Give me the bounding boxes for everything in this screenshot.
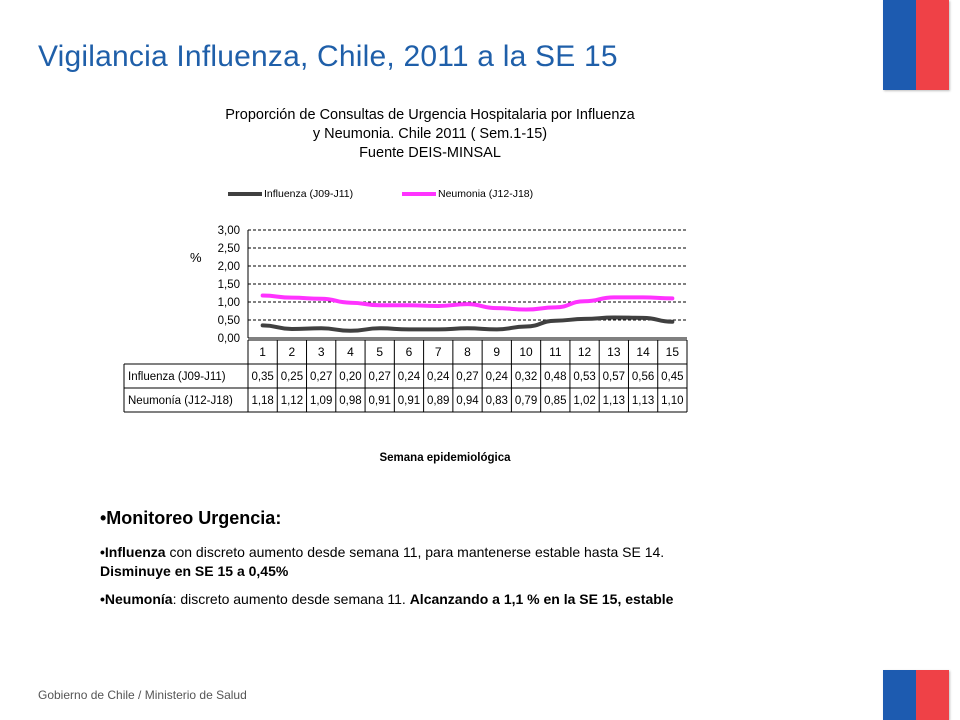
y-tick-label: 0,00 xyxy=(218,333,240,345)
x-axis-title: Semana epidemiológica xyxy=(379,452,511,464)
legend-label-influenza: Influenza (J09-J11) xyxy=(264,188,354,200)
data-label: 1,18 xyxy=(251,395,273,407)
y-axis-label: % xyxy=(190,250,202,265)
bullet-neumonia-conclusion: Alcanzando a 1,1 % en la SE 15, estable xyxy=(409,591,674,607)
data-label: 0,91 xyxy=(369,395,391,407)
chile-flag-logo-bottom xyxy=(883,670,949,720)
data-label: 0,24 xyxy=(486,371,509,383)
chart-title-line-3: Fuente DEIS-MINSAL xyxy=(359,145,501,161)
bullet-influenza-term: •Influenza xyxy=(100,544,166,560)
x-tick-label: 7 xyxy=(435,345,442,359)
data-label: 1,13 xyxy=(632,395,654,407)
bullet-neumonia: •Neumonía: discreto aumento desde semana… xyxy=(100,590,890,609)
data-label: 0,94 xyxy=(456,395,479,407)
data-label: 0,35 xyxy=(251,371,273,383)
data-label: 0,27 xyxy=(456,371,478,383)
data-label: 0,79 xyxy=(515,395,537,407)
bullet-influenza-conclusion: Disminuye en SE 15 a 0,45% xyxy=(100,563,289,579)
x-tick-label: 15 xyxy=(666,345,680,359)
chile-flag-logo-top xyxy=(883,0,949,90)
series-line-neumonia xyxy=(260,293,675,312)
data-label: 0,27 xyxy=(369,371,391,383)
data-label: 0,91 xyxy=(398,395,420,407)
chart-title-line-2: y Neumonia. Chile 2011 ( Sem.1-15) xyxy=(312,126,548,142)
data-label: 0,27 xyxy=(310,371,332,383)
data-label: 1,12 xyxy=(281,395,303,407)
x-tick-label: 9 xyxy=(493,345,500,359)
data-label: 0,53 xyxy=(573,371,595,383)
data-label: 1,13 xyxy=(603,395,625,407)
data-label: 0,85 xyxy=(544,395,566,407)
x-tick-label: 4 xyxy=(347,345,354,359)
chart-title-line-1: Proporción de Consultas de Urgencia Hosp… xyxy=(225,107,635,123)
x-tick-label: 10 xyxy=(519,345,533,359)
data-label: 0,89 xyxy=(427,395,449,407)
data-label: 0,56 xyxy=(632,371,654,383)
legend-label-neumonia: Neumonia (J12-J18) xyxy=(438,188,534,200)
data-label: 0,45 xyxy=(661,371,683,383)
table-row-label: Influenza (J09-J11) xyxy=(128,371,226,383)
data-label: 1,09 xyxy=(310,395,332,407)
y-tick-label: 0,50 xyxy=(218,315,240,327)
x-tick-label: 3 xyxy=(318,345,325,359)
table-row-label: Neumonía (J12-J18) xyxy=(128,395,233,407)
data-label: 0,98 xyxy=(339,395,361,407)
slide-title: Vigilancia Influenza, Chile, 2011 a la S… xyxy=(38,40,618,73)
x-tick-label: 13 xyxy=(607,345,621,359)
data-label: 1,02 xyxy=(573,395,595,407)
x-tick-label: 14 xyxy=(636,345,650,359)
x-tick-label: 5 xyxy=(376,345,383,359)
y-tick-label: 2,00 xyxy=(218,261,240,273)
data-label: 0,24 xyxy=(427,371,450,383)
legend-swatch-neumonia xyxy=(402,192,436,196)
data-label: 0,83 xyxy=(486,395,508,407)
chart-title: Proporción de Consultas de Urgencia Hosp… xyxy=(150,106,710,163)
bullet-neumonia-term: •Neumonía xyxy=(100,591,173,607)
bullet-heading: •Monitoreo Urgencia: xyxy=(100,508,282,528)
bullet-influenza-text: con discreto aumento desde semana 11, pa… xyxy=(165,544,665,560)
legend-swatch-influenza xyxy=(228,192,262,196)
x-tick-label: 1 xyxy=(259,345,266,359)
data-label: 0,57 xyxy=(603,371,625,383)
x-tick-label: 6 xyxy=(406,345,413,359)
x-tick-label: 11 xyxy=(549,345,562,359)
data-label: 0,20 xyxy=(339,371,361,383)
y-tick-label: 1,50 xyxy=(218,279,240,291)
y-tick-label: 1,00 xyxy=(218,297,240,309)
data-label: 0,25 xyxy=(281,371,303,383)
x-tick-label: 8 xyxy=(464,345,471,359)
series-line-influenza xyxy=(260,315,675,333)
data-label: 1,10 xyxy=(661,395,683,407)
bullet-influenza: •Influenza con discreto aumento desde se… xyxy=(100,543,890,581)
y-tick-label: 3,00 xyxy=(218,225,240,237)
data-label: 0,32 xyxy=(515,371,537,383)
x-tick-label: 12 xyxy=(578,345,592,359)
bullet-neumonia-text: : discreto aumento desde semana 11. xyxy=(172,591,410,607)
legend-item-influenza: Influenza (J09-J11) xyxy=(228,188,353,200)
bullet-list: •Monitoreo Urgencia: •Influenza con disc… xyxy=(100,508,890,618)
footer-text: Gobierno de Chile / Ministerio de Salud xyxy=(38,688,247,702)
y-tick-label: 2,50 xyxy=(218,243,240,255)
legend-item-neumonia: Neumonia (J12-J18) xyxy=(402,188,533,200)
x-tick-label: 2 xyxy=(289,345,296,359)
data-label: 0,48 xyxy=(544,371,566,383)
data-label: 0,24 xyxy=(398,371,421,383)
